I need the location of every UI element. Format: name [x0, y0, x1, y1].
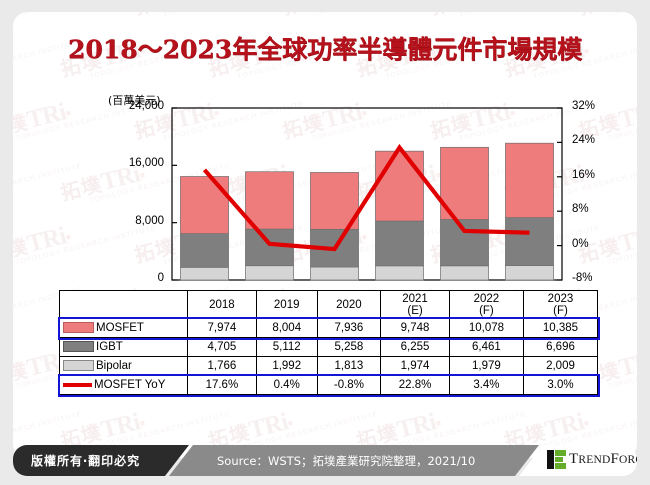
trendforce-logo: TRENDFORCE	[547, 450, 650, 469]
trendforce-wordmark: TRENDFORCE	[569, 451, 650, 467]
series-label-mosfet: MOSFET	[59, 318, 188, 338]
bar-bipolar-2022 (F)	[440, 265, 489, 281]
cell-2-2: 1,813	[316, 356, 382, 376]
chart-plot-area: 0 8,000 16,000 24,000 -8% 0% 8% 16% 24% 32%	[13, 12, 637, 458]
table-row: IGBT 4,705 5,112 5,258 6,255 6,461 6,696	[59, 337, 599, 357]
column-header-2019: 2019	[255, 290, 318, 319]
y2-tick-16: 16%	[572, 168, 596, 181]
y2-tick--8: -8%	[572, 272, 593, 284]
bar-bipolar-2023 (F)	[505, 265, 554, 281]
cell-2-3: 1,974	[380, 356, 450, 376]
y-axis-unit-label: (百萬美元)	[108, 94, 161, 107]
copyright-segment: 版權所有‧翻印必究	[13, 445, 189, 476]
cell-3-0: 17.6%	[187, 375, 257, 395]
slide-card: 拓墣TRi▪TOPOLOGY RESEARCH INSTITUTE拓墣TRi▪T…	[13, 12, 637, 458]
cell-2-0: 1,766	[187, 356, 257, 376]
cell-3-5: 3.0%	[522, 375, 599, 395]
plot-frame	[171, 107, 563, 281]
data-table: 2018 2019 2020 2021 (E) 2022 (F) 2023 (F) MOSFET 7…	[59, 290, 599, 395]
column-header-2018: 2018	[187, 290, 257, 319]
cell-1-2: 5,258	[316, 337, 382, 357]
cell-0-0: 7,974	[187, 318, 257, 338]
cell-2-4: 1,979	[448, 356, 524, 376]
y-tick-8000: 8,000	[135, 214, 164, 227]
cell-2-1: 1,992	[255, 356, 318, 376]
series-label-bipolar: Bipolar	[59, 356, 188, 376]
header-blank-cell	[59, 290, 188, 319]
chart-svg	[171, 107, 563, 281]
y-tick-0: 0	[157, 272, 164, 284]
cell-0-4: 10,078	[448, 318, 524, 338]
column-header-2020: 2020	[316, 290, 382, 319]
table-row: MOSFET YoY 17.6% 0.4% -0.8% 22.8% 3.4% 3.0%	[59, 375, 599, 395]
column-header-2022: 2022 (F)	[448, 290, 524, 319]
column-header-2021: 2021 (E)	[380, 290, 450, 319]
cell-3-4: 3.4%	[448, 375, 524, 395]
page-title: 2018～2023年全球功率半導體元件市場規模	[67, 35, 583, 64]
cell-0-1: 8,004	[255, 318, 318, 338]
bar-mosfet-2021 (E)	[375, 150, 424, 222]
series-label-igbt: IGBT	[59, 337, 188, 357]
cell-1-1: 5,112	[255, 337, 318, 357]
cell-1-0: 4,705	[187, 337, 257, 357]
table-row: Bipolar 1,766 1,992 1,813 1,974 1,979 2,009	[59, 356, 599, 376]
cell-1-3: 6,255	[380, 337, 450, 357]
cell-3-2: -0.8%	[316, 375, 382, 395]
y2-tick-24: 24%	[572, 134, 596, 147]
cell-2-5: 2,009	[522, 356, 599, 376]
y-tick-24000: 24,000	[128, 100, 164, 112]
yoy-line	[202, 143, 530, 252]
bar-mosfet-2018	[180, 176, 229, 234]
y2-tick-8: 8%	[572, 203, 589, 216]
bar-igbt-2022 (F)	[440, 219, 489, 267]
copyright-text: 版權所有‧翻印必究	[31, 454, 141, 468]
bar-igbt-2023 (F)	[505, 217, 554, 266]
cell-0-3: 9,748	[380, 318, 450, 338]
table-row: MOSFET 7,974 8,004 7,936 9,748 10,078 10,385	[59, 318, 599, 338]
column-header-2023: 2023 (F)	[522, 290, 599, 319]
bar-igbt-2021 (E)	[375, 220, 424, 267]
trendforce-mark-icon	[547, 450, 566, 469]
series-label-mosfet-yoy: MOSFET YoY	[59, 375, 188, 395]
legend-swatch-mosfet	[63, 322, 94, 334]
y2-tick-32: 32%	[572, 100, 596, 112]
bar-mosfet-2023 (F)	[505, 142, 554, 218]
footer-bar: 版權所有‧翻印必究 Source：WSTS；拓墣產業研究院整理，2021/10 …	[0, 437, 650, 485]
legend-swatch-line	[63, 380, 92, 389]
source-text: Source：WSTS；拓墣產業研究院整理，2021/10	[217, 454, 476, 468]
legend-swatch-igbt	[63, 341, 94, 353]
cell-1-5: 6,696	[522, 337, 599, 357]
cell-3-1: 0.4%	[255, 375, 318, 395]
y-tick-16000: 16,000	[128, 157, 164, 170]
bar-bipolar-2019	[245, 265, 294, 281]
bar-igbt-2019	[245, 228, 294, 267]
cell-0-5: 10,385	[522, 318, 599, 338]
cell-1-4: 6,461	[448, 337, 524, 357]
cell-3-3: 22.8%	[380, 375, 450, 395]
source-segment: Source：WSTS；拓墣產業研究院整理，2021/10	[169, 445, 539, 476]
bar-bipolar-2020	[310, 266, 359, 281]
cell-0-2: 7,936	[316, 318, 382, 338]
bar-mosfet-2020	[310, 172, 359, 230]
bar-bipolar-2018	[180, 266, 229, 281]
bar-mosfet-2019	[245, 171, 294, 230]
bar-bipolar-2021 (E)	[375, 265, 424, 281]
brand-segment: TRENDFORCE	[519, 445, 637, 476]
y2-tick-0: 0%	[572, 237, 589, 250]
table-header-row: 2018 2019 2020 2021 (E) 2022 (F) 2023 (F)	[59, 290, 599, 319]
bar-igbt-2018	[180, 233, 229, 268]
legend-swatch-bipolar	[63, 360, 94, 372]
